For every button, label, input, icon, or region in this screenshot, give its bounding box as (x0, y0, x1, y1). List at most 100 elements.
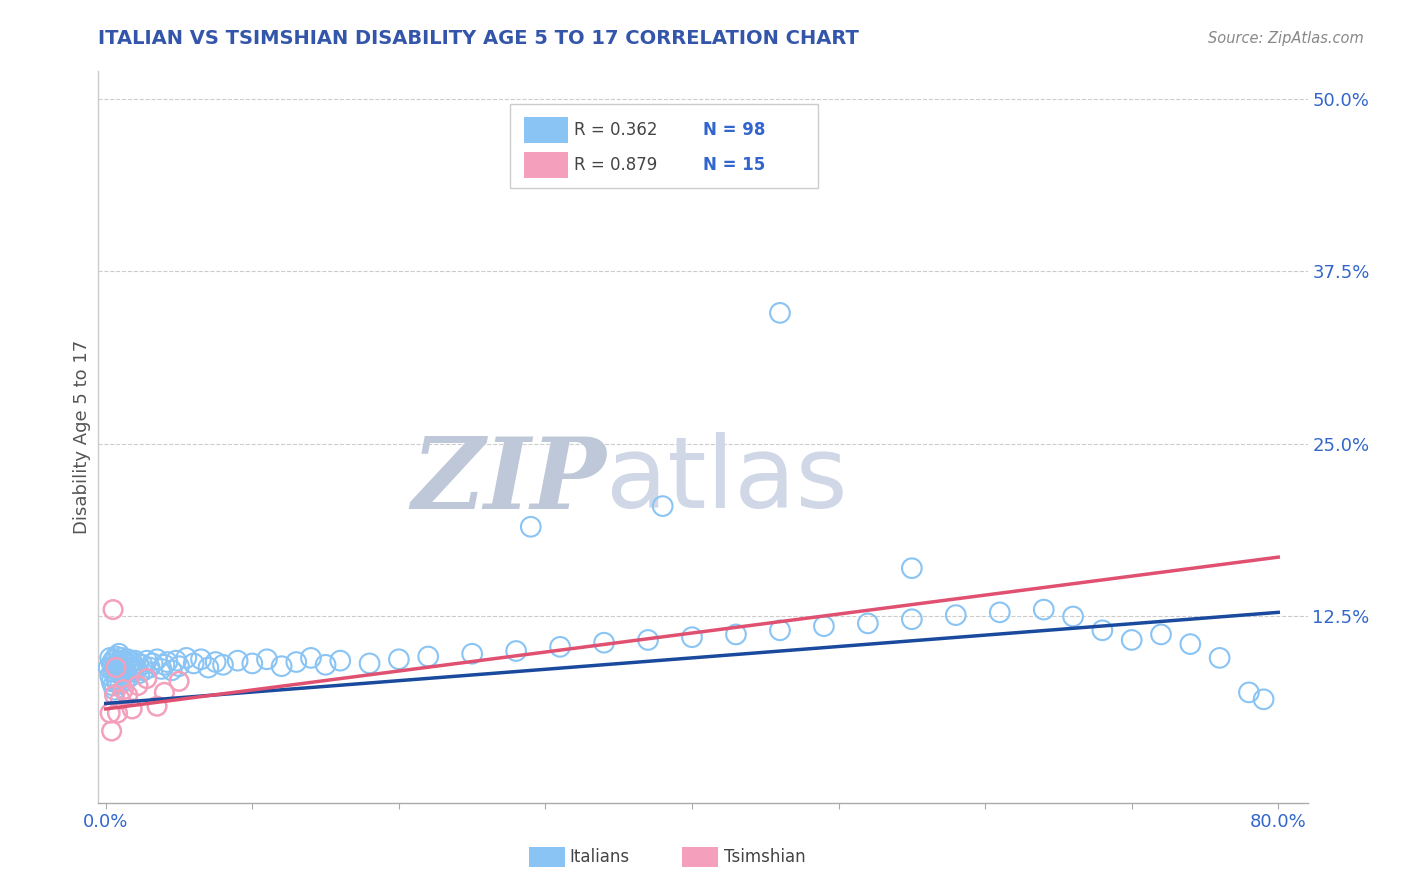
Point (105, 659, 128, 673)
Text: R = 0.362: R = 0.362 (574, 121, 657, 139)
Point (146, 652, 169, 666)
Point (107, 655, 129, 669)
Point (101, 602, 124, 616)
Point (724, 627, 747, 641)
Point (1032, 602, 1054, 616)
Point (505, 644, 527, 658)
Point (118, 670, 141, 684)
Point (100, 657, 122, 671)
Point (110, 657, 132, 671)
Point (118, 657, 141, 672)
Point (150, 662, 173, 676)
Point (1253, 692, 1275, 706)
Point (117, 688, 139, 702)
Point (901, 612, 924, 626)
Point (107, 706, 129, 720)
Point (769, 306, 792, 320)
Text: atlas: atlas (606, 433, 848, 530)
Point (128, 666, 150, 681)
Point (167, 659, 190, 673)
Point (103, 662, 125, 676)
Point (101, 654, 124, 668)
Point (1208, 651, 1230, 665)
Point (112, 682, 135, 697)
Point (103, 688, 125, 702)
Point (114, 673, 136, 687)
Point (122, 665, 145, 679)
Point (315, 657, 337, 672)
Point (165, 654, 187, 668)
Point (117, 660, 139, 674)
Point (100, 724, 122, 739)
Point (121, 655, 143, 669)
Point (117, 652, 139, 666)
Point (121, 702, 143, 716)
Point (105, 649, 128, 664)
Point (176, 651, 198, 665)
Point (813, 619, 835, 633)
Text: N = 98: N = 98 (703, 121, 765, 139)
Point (108, 657, 131, 672)
Point (120, 663, 142, 677)
Text: N = 15: N = 15 (703, 156, 765, 174)
Point (1121, 632, 1143, 647)
Point (100, 674, 122, 689)
Point (1062, 609, 1084, 624)
Point (146, 699, 169, 714)
Point (110, 667, 132, 681)
Point (256, 652, 278, 666)
Point (112, 669, 135, 683)
Point (240, 657, 263, 671)
Point (901, 561, 924, 575)
Text: Italians: Italians (569, 848, 630, 866)
Point (111, 651, 134, 665)
Point (112, 654, 135, 668)
Point (97, 660, 120, 674)
Point (142, 657, 165, 671)
Point (520, 520, 543, 534)
FancyBboxPatch shape (524, 152, 568, 178)
Point (124, 654, 146, 668)
Point (190, 652, 212, 666)
Text: Source: ZipAtlas.com: Source: ZipAtlas.com (1208, 31, 1364, 46)
Text: ITALIAN VS TSIMSHIAN DISABILITY AGE 5 TO 17 CORRELATION CHART: ITALIAN VS TSIMSHIAN DISABILITY AGE 5 TO… (98, 29, 859, 47)
Point (156, 655, 179, 669)
Point (108, 666, 131, 681)
Point (132, 663, 155, 677)
Point (127, 657, 149, 671)
Point (125, 662, 148, 676)
Point (110, 692, 132, 706)
Point (593, 636, 616, 650)
Point (1180, 637, 1202, 651)
Point (651, 499, 673, 513)
Point (681, 630, 703, 644)
Text: R = 0.879: R = 0.879 (574, 156, 657, 174)
Point (107, 663, 129, 677)
Point (153, 657, 176, 672)
Point (101, 665, 124, 679)
Point (124, 659, 146, 673)
Point (329, 654, 352, 668)
Point (110, 677, 132, 691)
Point (769, 624, 792, 638)
Point (135, 672, 157, 686)
Point (461, 647, 484, 661)
Point (115, 655, 138, 669)
Point (359, 657, 381, 671)
Point (101, 678, 124, 692)
Point (1091, 624, 1114, 638)
Point (115, 665, 138, 679)
Point (138, 660, 160, 674)
Point (111, 660, 134, 674)
FancyBboxPatch shape (509, 104, 818, 188)
Point (105, 672, 128, 686)
Point (212, 657, 235, 672)
Point (637, 632, 659, 647)
Point (105, 660, 128, 674)
Point (270, 659, 292, 673)
Point (388, 652, 411, 666)
Point (98, 706, 121, 720)
Point (108, 647, 131, 661)
Point (153, 685, 176, 699)
Point (103, 682, 125, 697)
